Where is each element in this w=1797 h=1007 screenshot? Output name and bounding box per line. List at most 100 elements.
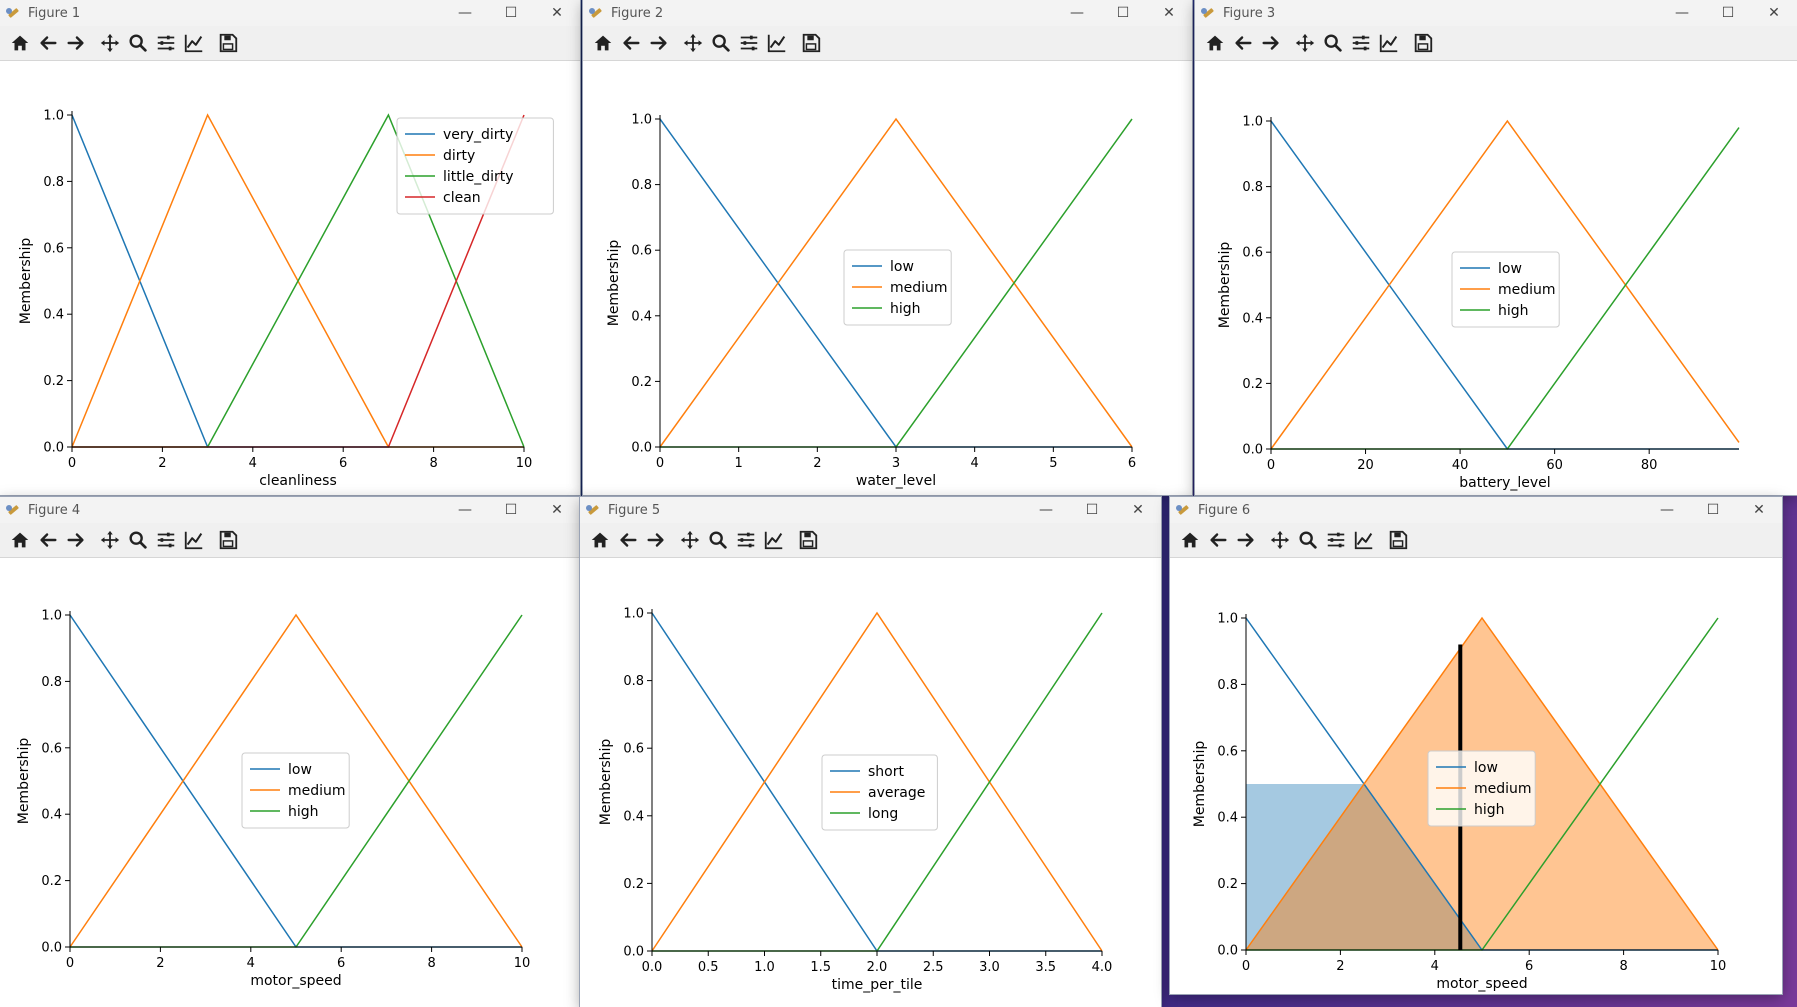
figure-canvas[interactable]: 0 2 4 6 8 10 0.0 0.2 0.4 0.6 0.8 1.0 motor_speed Memb… (1170, 558, 1782, 994)
save-icon[interactable] (214, 29, 242, 57)
minimize-icon[interactable]: — (1070, 5, 1084, 21)
forward-icon[interactable] (62, 29, 90, 57)
zoom-icon[interactable] (1294, 526, 1322, 554)
maximize-icon[interactable]: ☐ (504, 502, 518, 518)
window-titlebar[interactable]: Figure 3 — ☐ ✕ (1195, 0, 1797, 26)
close-icon[interactable]: ✕ (1163, 5, 1175, 21)
figure-canvas[interactable]: 0 20 40 60 80 0.0 0.2 0.4 0.6 0.8 1.0 battery_level… (1195, 61, 1797, 495)
window-titlebar[interactable]: Figure 6 — ☐ ✕ (1170, 497, 1782, 523)
legend-entry-label: low (288, 762, 312, 778)
matplotlib-app-icon (6, 6, 20, 20)
forward-icon[interactable] (62, 526, 90, 554)
edit-axis-icon[interactable] (1350, 526, 1378, 554)
y-tick-label: 0.6 (43, 241, 64, 256)
back-icon[interactable] (617, 29, 645, 57)
legend-frame (396, 117, 554, 215)
zoom-icon[interactable] (124, 526, 152, 554)
edit-axis-icon[interactable] (760, 526, 788, 554)
edit-axis-icon[interactable] (180, 29, 208, 57)
save-icon[interactable] (1409, 29, 1437, 57)
maximize-icon[interactable]: ☐ (1706, 502, 1720, 518)
figure-canvas[interactable]: 0 2 4 6 8 10 0.0 0.2 0.4 0.6 0.8 1.0 motor_speed Memb… (0, 558, 580, 1007)
home-icon[interactable] (586, 526, 614, 554)
minimize-icon[interactable]: — (1660, 502, 1674, 518)
figure-canvas[interactable]: 0.0 0.5 1.0 1.5 2.0 2.5 3.0 3.5 4.0 0.0 0.2 0.4 0.6 0… (580, 558, 1161, 1007)
legend-entry-label: medium (1498, 282, 1556, 298)
figure-window[interactable]: Figure 2 — ☐ ✕ 0 1 2 3 4 5 6 0.0 0.2 0.4 0.6 0.8 1.0 wate… (583, 0, 1192, 495)
close-icon[interactable]: ✕ (1768, 5, 1780, 21)
y-tick-label: 1.0 (1217, 612, 1238, 627)
forward-icon[interactable] (645, 29, 673, 57)
home-icon[interactable] (6, 526, 34, 554)
back-icon[interactable] (34, 526, 62, 554)
configure-subplots-icon[interactable] (1322, 526, 1350, 554)
figure-window[interactable]: Figure 1 — ☐ ✕ 0 2 4 6 8 10 0.0 0.2 0.4 0.6 0.8 1.0 clea… (0, 0, 580, 495)
maximize-icon[interactable]: ☐ (504, 5, 518, 21)
legend-entry-label: low (1474, 760, 1498, 776)
y-tick-label: 0.0 (41, 941, 62, 956)
minimize-icon[interactable]: — (458, 502, 472, 518)
save-icon[interactable] (214, 526, 242, 554)
maximize-icon[interactable]: ☐ (1721, 5, 1735, 21)
configure-subplots-icon[interactable] (735, 29, 763, 57)
window-titlebar[interactable]: Figure 2 — ☐ ✕ (583, 0, 1192, 26)
navigation-toolbar (580, 523, 1161, 558)
zoom-icon[interactable] (707, 29, 735, 57)
back-icon[interactable] (34, 29, 62, 57)
close-icon[interactable]: ✕ (551, 502, 563, 518)
minimize-icon[interactable]: — (1675, 5, 1689, 21)
back-icon[interactable] (1204, 526, 1232, 554)
pan-icon[interactable] (96, 526, 124, 554)
x-tick-label: 8 (427, 956, 435, 971)
edit-axis-icon[interactable] (763, 29, 791, 57)
pan-icon[interactable] (96, 29, 124, 57)
home-icon[interactable] (6, 29, 34, 57)
configure-subplots-icon[interactable] (152, 526, 180, 554)
save-icon[interactable] (1384, 526, 1412, 554)
home-icon[interactable] (1176, 526, 1204, 554)
x-tick-label: 0.5 (698, 960, 719, 975)
window-titlebar[interactable]: Figure 1 — ☐ ✕ (0, 0, 580, 26)
forward-icon[interactable] (642, 526, 670, 554)
figure-window[interactable]: Figure 3 — ☐ ✕ 0 20 40 60 80 0.0 0.2 0.4 0.6 0.8 1.0 ba… (1195, 0, 1797, 495)
configure-subplots-icon[interactable] (152, 29, 180, 57)
configure-subplots-icon[interactable] (732, 526, 760, 554)
legend-entry-label: low (890, 259, 914, 275)
pan-icon[interactable] (679, 29, 707, 57)
forward-icon[interactable] (1257, 29, 1285, 57)
maximize-icon[interactable]: ☐ (1116, 5, 1130, 21)
figure-window[interactable]: Figure 5— ☐ ✕ 0.0 0.5 1.0 1.5 2.0 2.5 3.0 3.5 4.0 0.… (580, 497, 1161, 1007)
home-icon[interactable] (1201, 29, 1229, 57)
minimize-icon[interactable]: — (458, 5, 472, 21)
pan-icon[interactable] (1266, 526, 1294, 554)
window-titlebar[interactable]: Figure 5 — ☐ ✕ (580, 497, 1161, 523)
figure-window[interactable]: Figure 6 — ☐ ✕ 0 2 4 6 8 10 0.0 0.2 0.4 0.6 0.8 1.0 moto… (1170, 497, 1782, 994)
close-icon[interactable]: ✕ (551, 5, 563, 21)
pan-icon[interactable] (676, 526, 704, 554)
save-icon[interactable] (797, 29, 825, 57)
figure-canvas[interactable]: 0 1 2 3 4 5 6 0.0 0.2 0.4 0.6 0.8 1.0 water_level Memb… (583, 61, 1192, 495)
home-icon[interactable] (589, 29, 617, 57)
zoom-icon[interactable] (124, 29, 152, 57)
forward-icon[interactable] (1232, 526, 1260, 554)
minimize-icon[interactable]: — (1039, 502, 1053, 518)
back-icon[interactable] (614, 526, 642, 554)
zoom-icon[interactable] (704, 526, 732, 554)
y-tick-label: 0.6 (41, 741, 62, 756)
close-icon[interactable]: ✕ (1132, 502, 1144, 518)
configure-subplots-icon[interactable] (1347, 29, 1375, 57)
series-line-average (651, 611, 1103, 952)
maximize-icon[interactable]: ☐ (1085, 502, 1099, 518)
y-tick-label: 0.2 (43, 374, 64, 389)
pan-icon[interactable] (1291, 29, 1319, 57)
legend-entry-label: low (1498, 261, 1522, 277)
window-titlebar[interactable]: Figure 4 — ☐ ✕ (0, 497, 580, 523)
save-icon[interactable] (794, 526, 822, 554)
edit-axis-icon[interactable] (180, 526, 208, 554)
close-icon[interactable]: ✕ (1753, 502, 1765, 518)
zoom-icon[interactable] (1319, 29, 1347, 57)
figure-canvas[interactable]: 0 2 4 6 8 10 0.0 0.2 0.4 0.6 0.8 1.0 cleanliness Memb… (0, 61, 580, 495)
edit-axis-icon[interactable] (1375, 29, 1403, 57)
figure-window[interactable]: Figure 4 — ☐ ✕ 0 2 4 6 8 10 0.0 0.2 0.4 0.6 0.8 1.0 moto… (0, 497, 580, 1007)
back-icon[interactable] (1229, 29, 1257, 57)
